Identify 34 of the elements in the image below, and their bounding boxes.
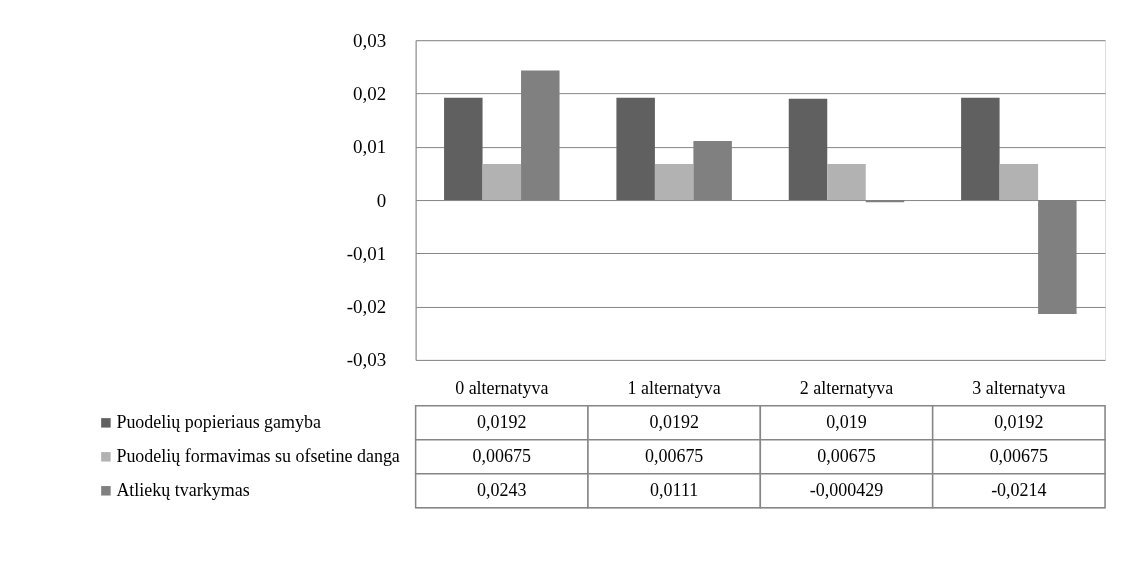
bar: [961, 97, 1000, 201]
data-label: 0,0243: [477, 479, 527, 500]
x-tick-label: 1 alternatyva: [627, 378, 721, 399]
data-label: 0,00675: [989, 445, 1049, 466]
data-label: 0,00675: [472, 445, 532, 466]
data-label: 0,0192: [994, 411, 1044, 432]
data-label: 0,019: [826, 411, 867, 432]
x-tick-label: 3 alternatyva: [972, 378, 1066, 399]
bar: [827, 164, 866, 201]
data-label: 0,0192: [477, 411, 527, 432]
data-label: 0,00675: [644, 445, 704, 466]
y-tick-label: 0,01: [352, 136, 387, 158]
bar: [654, 164, 694, 201]
x-tick-label: 2 alternatyva: [799, 378, 894, 399]
bar: [444, 97, 483, 201]
y-tick-label: 0,03: [352, 29, 387, 51]
bar: [616, 97, 655, 201]
bar: [788, 98, 828, 201]
data-label: 0,0192: [649, 411, 699, 432]
data-label: 0,00675: [817, 445, 876, 466]
legend-label: Atliekų tvarkymas: [116, 479, 250, 500]
y-tick-label: -0,01: [346, 242, 387, 264]
y-tick-label: 0,02: [352, 82, 387, 104]
data-label: -0,0214: [991, 479, 1047, 500]
legend-label: Puodelių formavimas su ofsetine danga: [116, 445, 400, 466]
y-tick-label: -0,03: [346, 349, 387, 371]
legend-label: Puodelių popieriaus gamyba: [116, 411, 322, 432]
data-label: 0,0111: [650, 479, 699, 500]
bar: [482, 164, 522, 201]
y-tick-label: 0: [376, 189, 387, 211]
x-tick-label: 0 alternatyva: [455, 378, 549, 399]
y-tick-label: -0,02: [346, 296, 387, 318]
data-label: -0,000429: [809, 479, 884, 500]
bar: [999, 164, 1039, 201]
